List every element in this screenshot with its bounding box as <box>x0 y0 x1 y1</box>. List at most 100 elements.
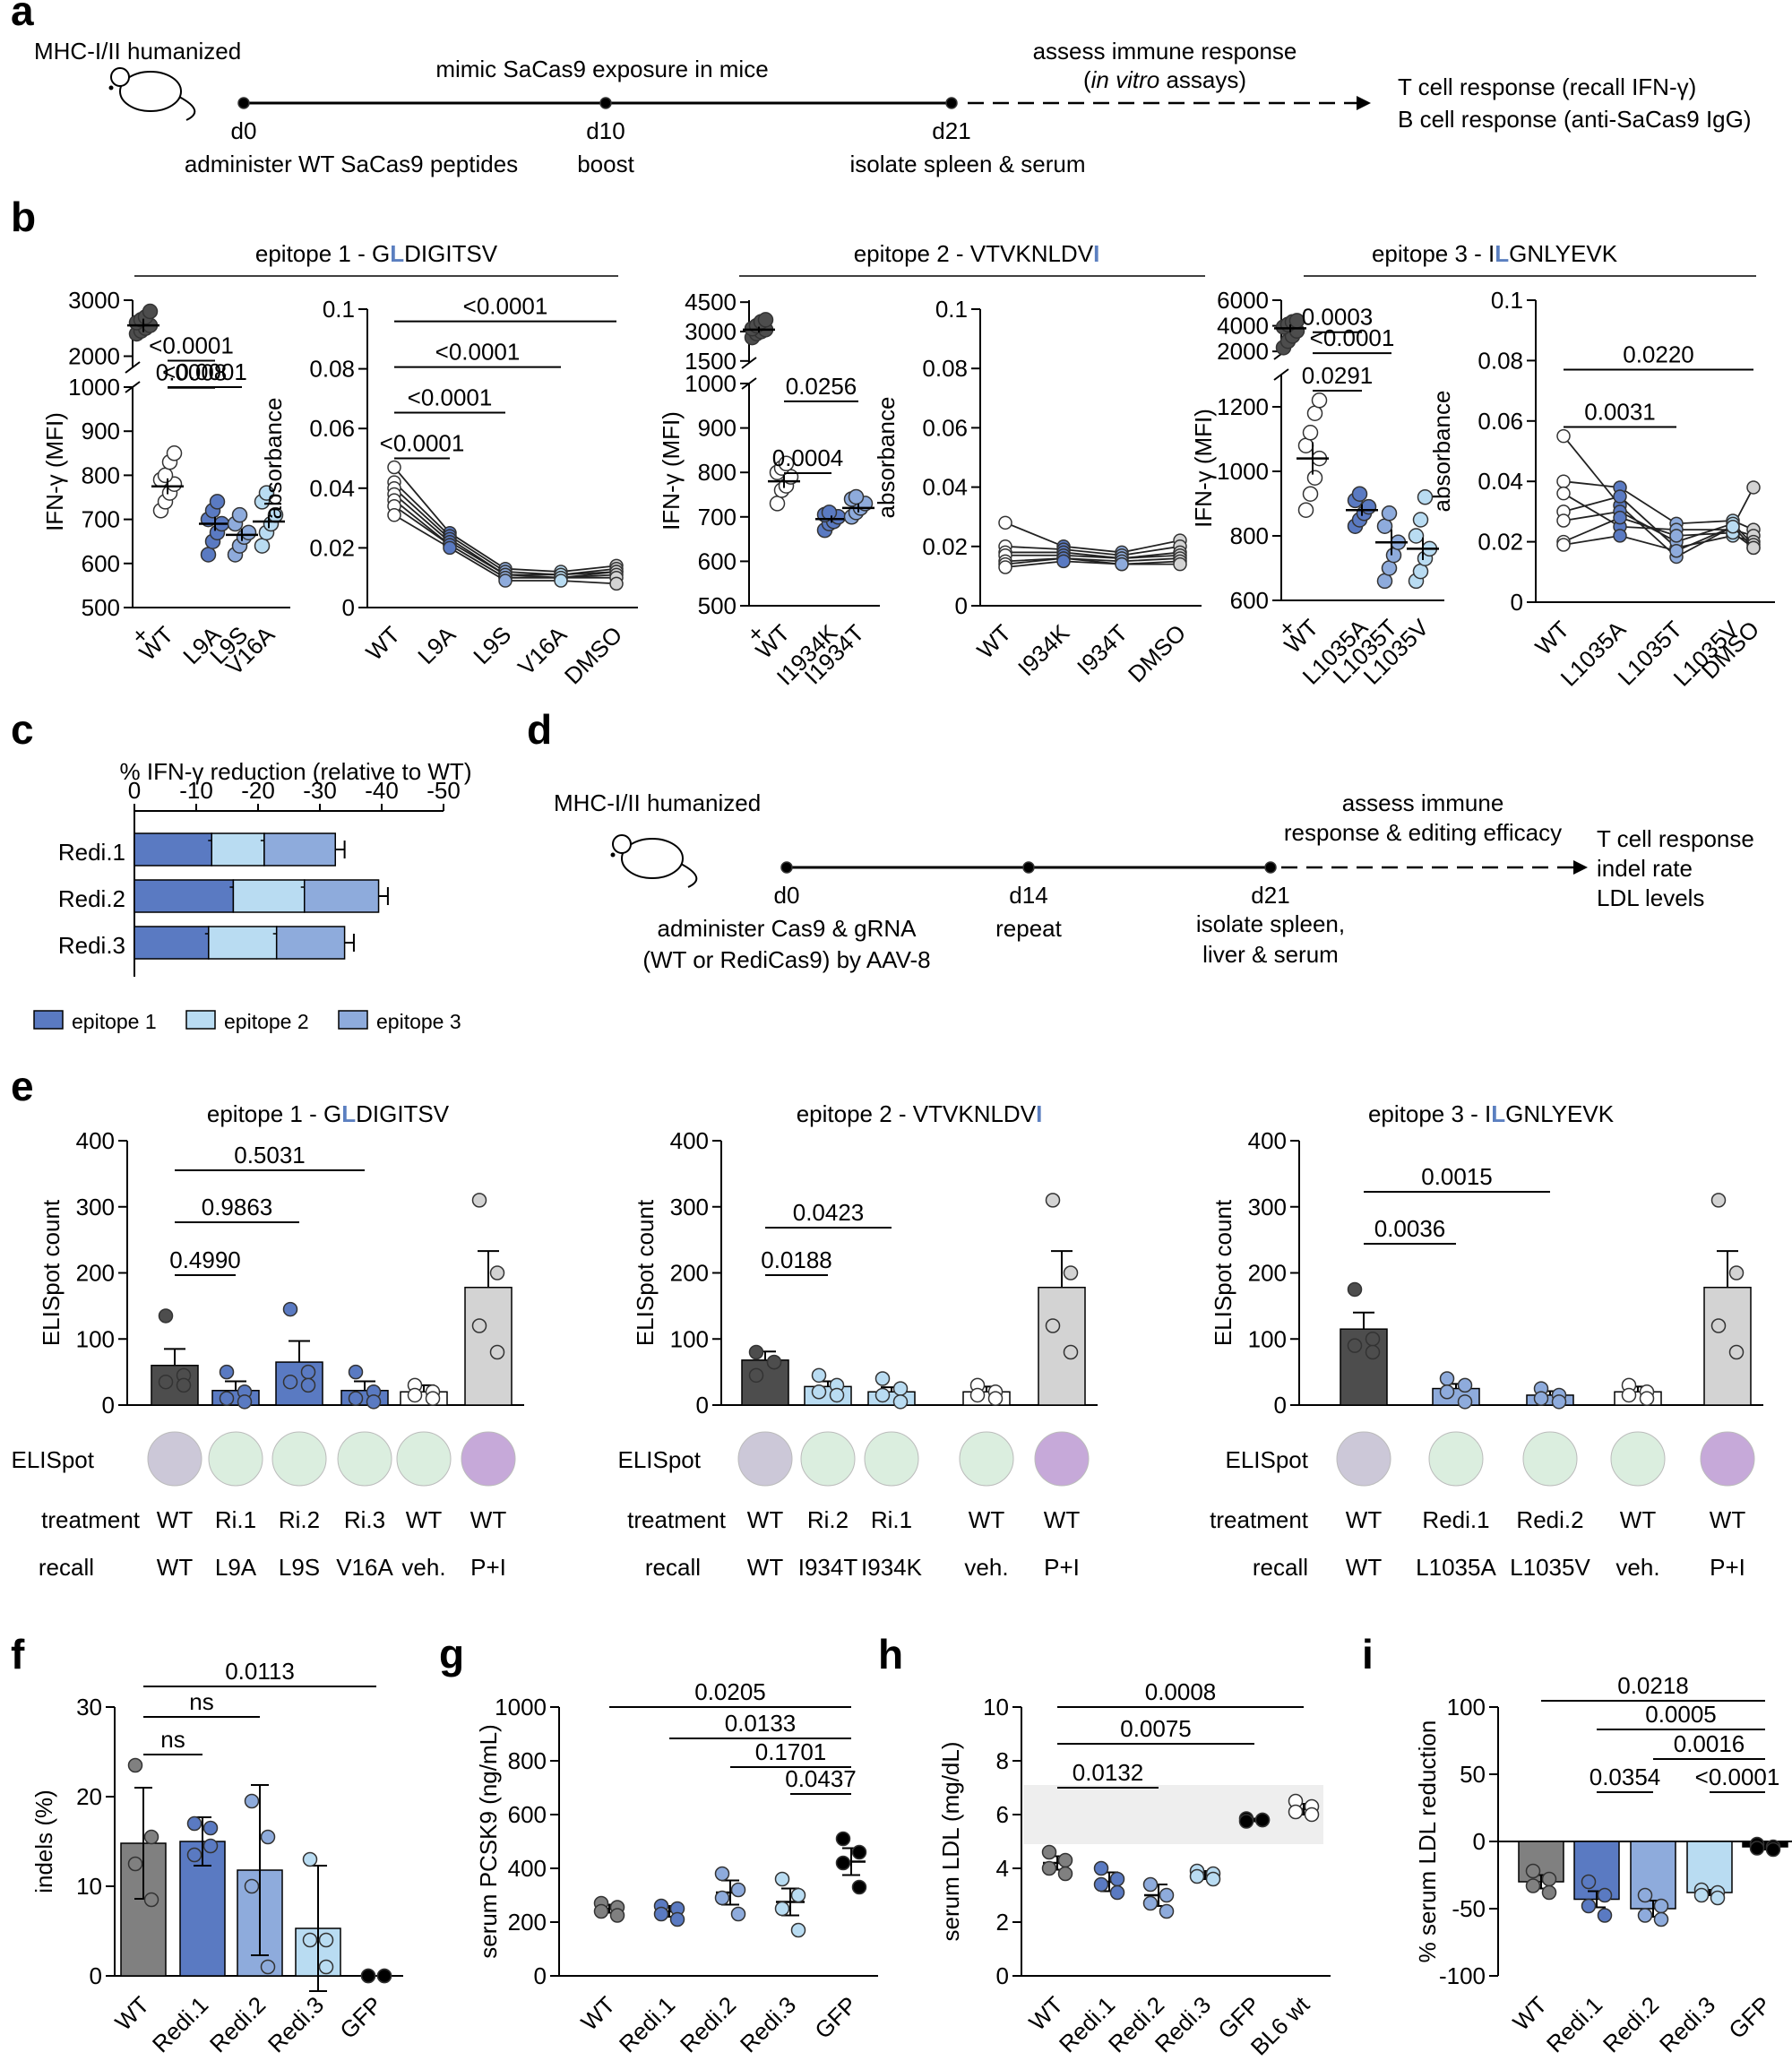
significance-label: 0.5031 <box>234 1142 306 1168</box>
replicate-line <box>1005 551 1181 559</box>
y-tick-label: 0 <box>996 1962 1009 1989</box>
data-point <box>790 1922 806 1938</box>
data-point <box>302 1932 318 1948</box>
data-point <box>609 1908 625 1923</box>
x-tick-label: Redi.3 <box>263 1991 329 2057</box>
assess-text: assess immune response <box>1033 38 1297 65</box>
elispot-well <box>1428 1431 1484 1487</box>
y-axis-label: IFN-γ (MFI) <box>658 411 685 530</box>
data-point <box>714 1866 730 1882</box>
bar <box>1340 1328 1388 1406</box>
panel-a: MHC-I/II humanized mimic SaCas9 exposure … <box>34 38 1752 177</box>
recall-label: WT <box>747 1554 784 1581</box>
data-point <box>774 1871 790 1887</box>
panel-letter-i: i <box>1362 1631 1374 1677</box>
category-label: Redi.2 <box>58 885 125 912</box>
data-point <box>1365 1332 1381 1347</box>
x-tick-label: WT <box>575 1991 620 2036</box>
treatment-label: Redi.1 <box>1422 1506 1489 1533</box>
y-tick-label: 2 <box>996 1909 1009 1936</box>
x-tick-label: L9A <box>412 621 461 669</box>
recall-label: P+I <box>1710 1554 1745 1581</box>
epitope-title: epitope 1 - GLDIGITSV <box>255 240 498 267</box>
recall-label: veh. <box>1615 1554 1659 1581</box>
epitope-title: epitope 2 - VTVKNLDVI <box>854 240 1100 267</box>
data-point <box>387 508 401 522</box>
treatment-label: Ri.2 <box>807 1506 849 1533</box>
y-tick-label: 0.06 <box>309 415 355 442</box>
significance-label: 0.0218 <box>1617 1672 1689 1699</box>
y-tick-label: 500 <box>698 592 737 619</box>
x-tick-label: Redi.3 <box>1654 1991 1720 2057</box>
data-point <box>1749 1841 1765 1856</box>
bar <box>275 1361 323 1406</box>
data-point <box>1063 1265 1079 1281</box>
timepoint-dot <box>1022 861 1035 874</box>
reference-band <box>1023 1785 1323 1844</box>
data-point <box>1581 1898 1597 1914</box>
y-tick-label: 100 <box>1248 1325 1287 1352</box>
y-tick-label: 1200 <box>1217 393 1269 420</box>
y-tick-label: 700 <box>82 506 120 533</box>
elispot-well <box>1336 1431 1391 1487</box>
significance-label: 0.0205 <box>694 1678 766 1705</box>
y-tick-label: 800 <box>698 459 737 486</box>
data-point <box>498 573 513 588</box>
data-point <box>318 1932 334 1948</box>
y-tick-label: 0 <box>955 592 968 619</box>
data-point <box>835 1855 851 1871</box>
data-point <box>1556 486 1571 501</box>
arrow-head <box>1357 96 1371 110</box>
result-text: indel rate <box>1597 855 1693 882</box>
y-tick-label: 0.02 <box>309 534 355 561</box>
x-tick-label: WT <box>109 1991 154 2036</box>
recall-label: I934K <box>861 1554 923 1581</box>
y-tick-label: 200 <box>670 1260 709 1287</box>
y-tick-label: 30 <box>76 1694 102 1720</box>
y-tick-label: 0.04 <box>309 475 355 502</box>
data-point <box>219 1391 235 1406</box>
elispot-well <box>737 1431 793 1487</box>
timepoint-text: liver & serum <box>1202 941 1339 968</box>
data-point <box>1669 543 1684 558</box>
data-point <box>1556 513 1571 528</box>
mouse-body <box>621 838 684 879</box>
y-tick-label: 3000 <box>685 318 737 345</box>
x-tick-label: GFP <box>1723 1991 1776 2044</box>
y-axis-label: ELISpot count <box>38 1199 65 1346</box>
data-point <box>1556 428 1571 444</box>
y-tick-label: 400 <box>670 1127 709 1154</box>
replicate-line <box>1563 480 1754 530</box>
data-point <box>176 1377 192 1393</box>
significance-label: <0.0001 <box>1695 1763 1780 1790</box>
treatment-label: Ri.1 <box>215 1506 256 1533</box>
legend-swatch <box>338 1010 368 1030</box>
data-point <box>1063 1344 1079 1360</box>
data-point <box>748 1367 764 1384</box>
y-axis-label: indels (%) <box>30 1789 57 1893</box>
y-tick-label: 6000 <box>1217 287 1269 314</box>
significance-label: 0.0133 <box>725 1710 797 1737</box>
data-point <box>1746 480 1761 495</box>
data-point <box>1621 1387 1637 1403</box>
legend-label: epitope 2 <box>224 1010 309 1033</box>
x-tick-label: -30 <box>303 777 337 804</box>
replicate-line <box>1004 557 1181 563</box>
treatment-label: WT <box>1044 1506 1081 1533</box>
row-label: ELISpot <box>11 1446 94 1473</box>
timepoint-day: d0 <box>231 117 257 144</box>
data-point <box>1412 512 1429 528</box>
x-tick-label: Redi.1 <box>614 1991 680 2057</box>
recall-label: L1035A <box>1416 1554 1496 1581</box>
y-tick-label: 0 <box>102 1392 115 1419</box>
y-tick-label: 300 <box>76 1194 115 1220</box>
significance-label: 0.4990 <box>169 1246 241 1273</box>
treatment-label: Ri.3 <box>344 1506 385 1533</box>
data-point <box>158 1374 174 1390</box>
data-point <box>1613 489 1627 504</box>
panel-letter-g: g <box>439 1631 464 1677</box>
panel-c: % IFN-γ reduction (relative to WT)0 -10 -2… <box>33 758 471 1033</box>
data-point <box>1041 1860 1057 1876</box>
y-tick-label: 200 <box>76 1260 115 1287</box>
epitope-title: epitope 3 - ILGNLYEVK <box>1372 240 1618 267</box>
